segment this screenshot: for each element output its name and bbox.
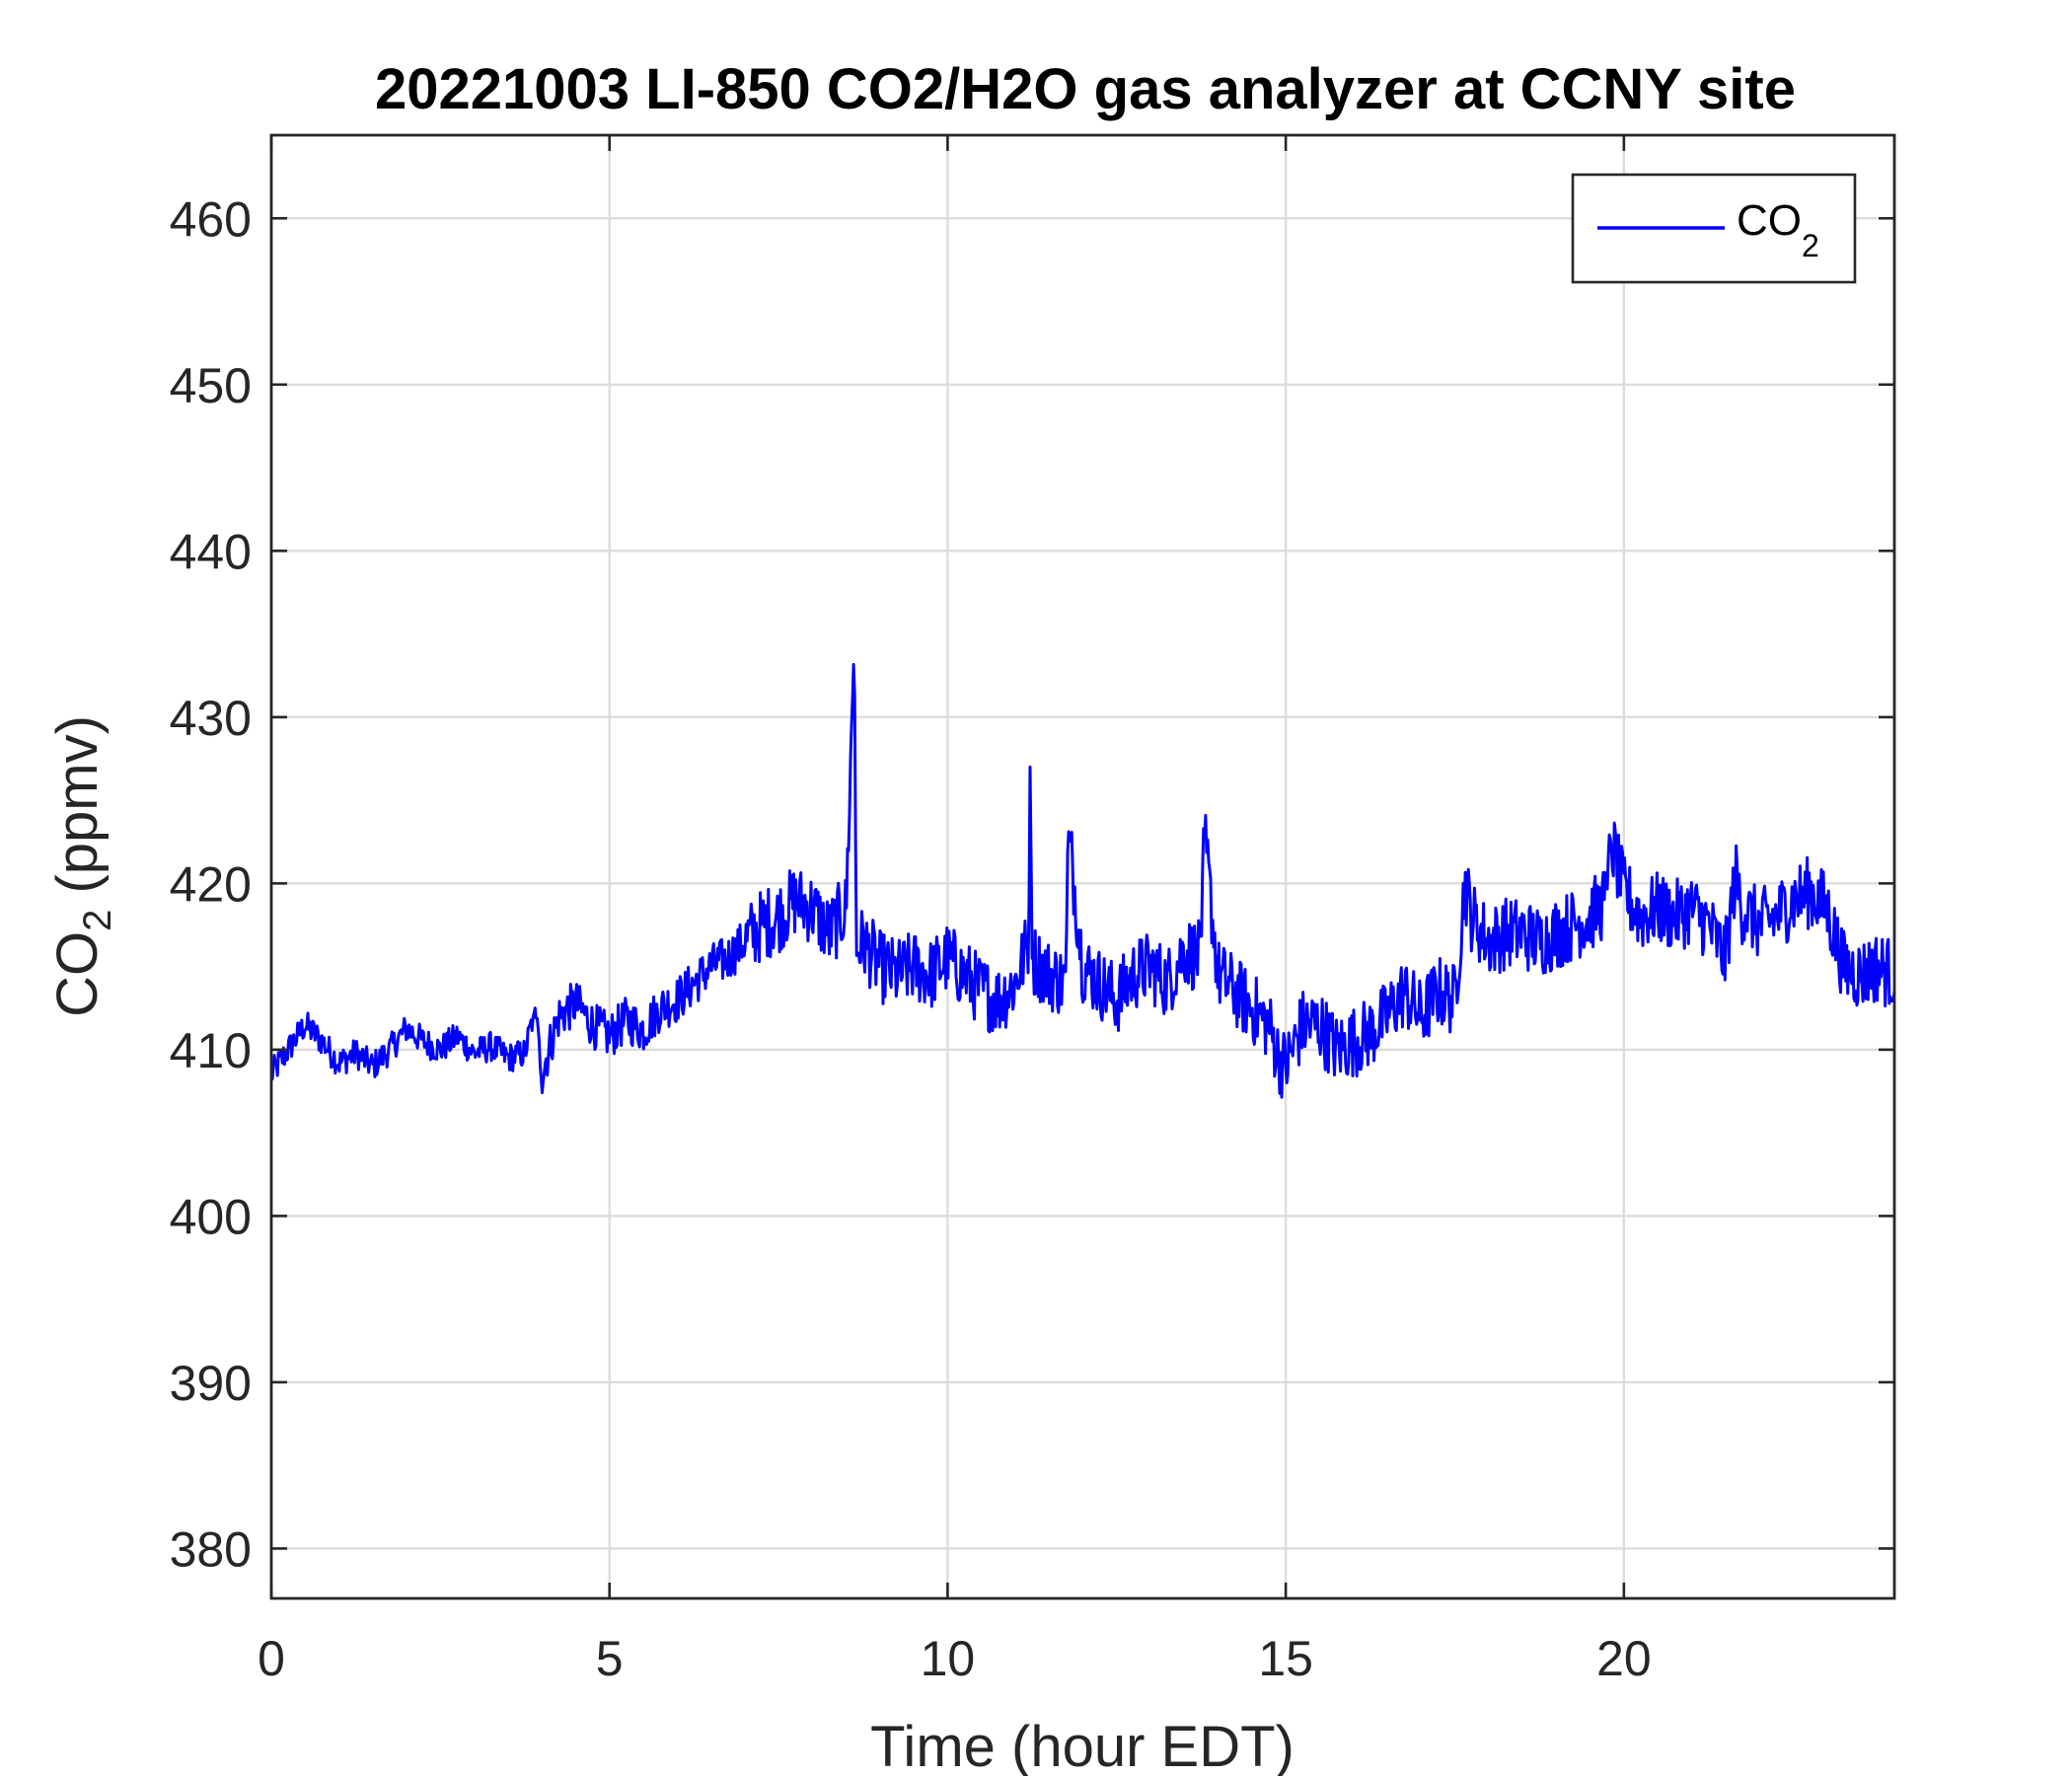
y-axis-label-subscript: 2 (76, 910, 119, 931)
y-tick-label: 380 (170, 1521, 252, 1577)
x-tick-label: 20 (1596, 1631, 1652, 1686)
legend-entry-main: CO (1737, 196, 1802, 245)
x-tick-labels: 0 5 10 15 20 (258, 1631, 1652, 1686)
y-tick-label: 420 (170, 856, 252, 912)
x-tick-label: 0 (258, 1631, 285, 1686)
legend-entry-co2: CO2 (1737, 196, 1819, 263)
chart-title: 20221003 LI-850 CO2/H2O gas analyzer at … (375, 57, 1796, 121)
y-tick-label: 390 (170, 1356, 252, 1411)
x-tick-label: 5 (596, 1631, 624, 1686)
y-tick-label: 460 (170, 191, 252, 247)
plot-background (271, 135, 1894, 1598)
y-tick-labels: 380 390 400 410 420 430 440 450 460 (170, 191, 252, 1577)
x-tick-label: 10 (921, 1631, 976, 1686)
y-axis-label-unit: (ppmv) (45, 715, 110, 910)
legend-entry-subscript: 2 (1802, 228, 1819, 263)
y-tick-label: 430 (170, 691, 252, 746)
co2-series-line (269, 663, 1896, 1099)
y-tick-label: 400 (170, 1189, 252, 1244)
plot-area (269, 133, 1896, 1600)
axes-box (269, 133, 1896, 1600)
y-axis-label: CO2 (ppmv) (45, 715, 119, 1017)
y-tick-label: 440 (170, 524, 252, 579)
x-axis-label: Time (hour EDT) (870, 1715, 1295, 1776)
y-tick-label: 450 (170, 358, 252, 413)
x-tick-label: 15 (1258, 1631, 1313, 1686)
y-axis-label-main: CO (45, 931, 110, 1017)
grid-lines (271, 135, 1894, 1598)
legend: CO2 (1571, 173, 1857, 284)
y-tick-label: 410 (170, 1023, 252, 1078)
